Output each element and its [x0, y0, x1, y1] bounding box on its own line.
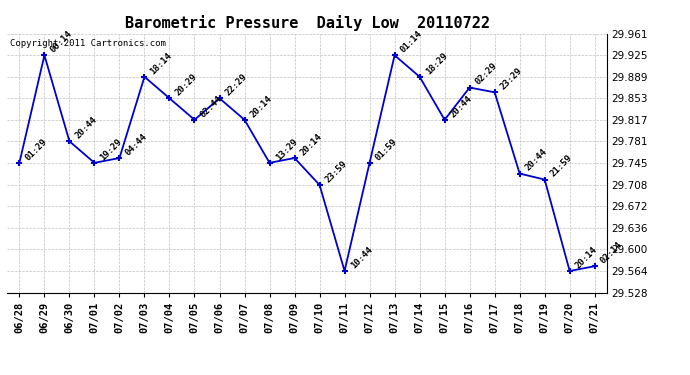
Title: Barometric Pressure  Daily Low  20110722: Barometric Pressure Daily Low 20110722	[125, 15, 489, 31]
Text: 02:29: 02:29	[474, 62, 499, 87]
Text: 13:29: 13:29	[274, 136, 299, 162]
Text: 23:29: 23:29	[499, 66, 524, 92]
Text: Copyright 2011 Cartronics.com: Copyright 2011 Cartronics.com	[10, 39, 166, 48]
Text: 20:14: 20:14	[299, 132, 324, 157]
Text: 21:59: 21:59	[549, 153, 574, 179]
Text: 20:29: 20:29	[174, 72, 199, 98]
Text: 02:14: 02:14	[599, 240, 624, 266]
Text: 02:44: 02:44	[199, 94, 224, 119]
Text: 22:29: 22:29	[224, 72, 249, 98]
Text: 20:44: 20:44	[74, 115, 99, 141]
Text: 20:14: 20:14	[248, 94, 274, 119]
Text: 01:59: 01:59	[374, 136, 399, 162]
Text: 04:44: 04:44	[124, 132, 149, 157]
Text: 20:44: 20:44	[448, 94, 474, 119]
Text: 20:44: 20:44	[524, 147, 549, 173]
Text: 01:29: 01:29	[23, 136, 49, 162]
Text: 18:29: 18:29	[424, 51, 449, 76]
Text: 19:29: 19:29	[99, 136, 124, 162]
Text: 20:14: 20:14	[574, 245, 599, 270]
Text: 23:59: 23:59	[324, 159, 349, 184]
Text: 18:14: 18:14	[148, 51, 174, 76]
Text: 00:14: 00:14	[48, 29, 74, 54]
Text: 10:44: 10:44	[348, 245, 374, 270]
Text: 01:14: 01:14	[399, 29, 424, 54]
